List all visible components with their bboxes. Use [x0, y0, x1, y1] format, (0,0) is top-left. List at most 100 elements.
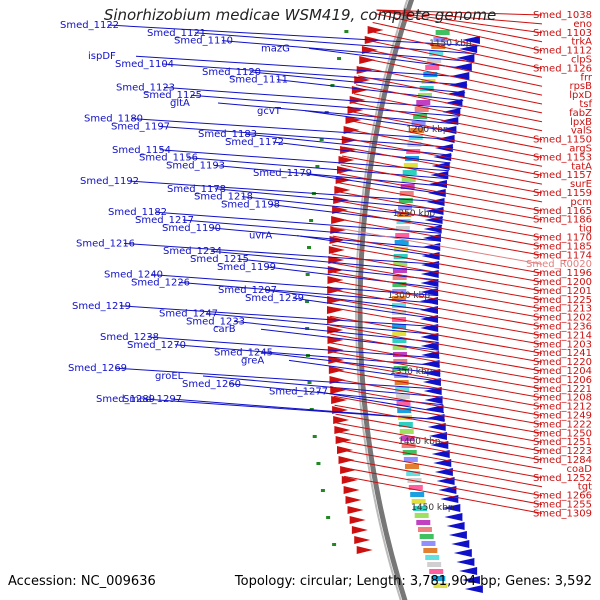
right-gene-label[interactable]: Smed_1202: [533, 313, 592, 324]
left-gene-label[interactable]: Smed_1123: [116, 82, 175, 93]
left-gene-label[interactable]: Smed_1239: [245, 293, 304, 304]
left-gene-label[interactable]: uvrA: [249, 231, 272, 242]
right-gene-label[interactable]: Smed_1201: [533, 286, 592, 297]
right-gene-label[interactable]: lpxB: [570, 117, 592, 128]
left-gene-label[interactable]: Smed_1247: [159, 309, 218, 320]
left-gene-label[interactable]: Smed_1240: [104, 270, 163, 281]
right-gene-label[interactable]: Smed_1185: [533, 241, 592, 252]
left-gene-label[interactable]: Smed_1217: [135, 215, 194, 226]
right-gene-label[interactable]: lpxD: [569, 90, 592, 101]
right-gene-label[interactable]: trkA: [571, 37, 592, 48]
left-gene-label[interactable]: Smed_1190: [162, 223, 221, 234]
right-gene-label[interactable]: Smed_1208: [533, 393, 592, 404]
right-gene-label[interactable]: Smed_1170: [533, 233, 592, 244]
right-gene-label[interactable]: Smed_1206: [533, 375, 592, 386]
right-gene-label[interactable]: tgt: [578, 482, 592, 493]
right-gene-label[interactable]: Smed_1204: [533, 366, 592, 377]
left-gene-label[interactable]: Smed_1297: [123, 394, 182, 405]
right-gene-label[interactable]: pcm: [570, 197, 592, 208]
right-gene-label[interactable]: Smed_1214: [533, 330, 592, 341]
right-gene-label[interactable]: Smed_1150: [533, 135, 592, 146]
left-gene-label[interactable]: Smed_1125: [143, 90, 202, 101]
right-gene-label[interactable]: clpS: [571, 55, 592, 66]
right-gene-label[interactable]: eno: [573, 19, 592, 30]
right-gene-label[interactable]: frr: [580, 72, 592, 83]
right-gene-label[interactable]: Smed_1222: [533, 419, 592, 430]
left-gene-label[interactable]: gltA: [170, 98, 190, 109]
left-gene-label[interactable]: Smed_1260: [182, 379, 241, 390]
left-gene-label[interactable]: Smed_1156: [139, 153, 198, 164]
right-gene-label[interactable]: Smed_1196: [533, 268, 592, 279]
right-gene-label[interactable]: Smed_1284: [533, 455, 592, 466]
left-gene-label[interactable]: Smed_1234: [163, 246, 222, 257]
left-gene-label[interactable]: groEL: [155, 371, 184, 382]
right-gene-label[interactable]: rpsB: [569, 81, 592, 92]
right-gene-label[interactable]: Smed_1221: [533, 384, 592, 395]
right-gene-label[interactable]: Smed_1220: [533, 357, 592, 368]
left-gene-label[interactable]: Smed_1218: [194, 192, 253, 203]
right-gene-label[interactable]: Smed_1200: [533, 277, 592, 288]
right-gene-label[interactable]: Smed_1159: [533, 188, 592, 199]
right-gene-label[interactable]: Smed_1153: [533, 152, 592, 163]
left-gene-label[interactable]: Smed_1198: [221, 199, 280, 210]
right-gene-label[interactable]: fabZ: [569, 108, 592, 119]
left-gene-label[interactable]: Smed_1233: [186, 316, 245, 327]
right-gene-label[interactable]: Smed_1212: [533, 402, 592, 413]
right-gene-label[interactable]: Smed_1157: [533, 170, 592, 181]
left-gene-label[interactable]: Smed_1182: [108, 207, 167, 218]
left-gene-label[interactable]: Smed_1193: [166, 160, 225, 171]
right-gene-label[interactable]: argS: [569, 144, 592, 155]
left-gene-label[interactable]: ispDF: [88, 51, 116, 62]
right-gene-label[interactable]: coaD: [567, 464, 593, 475]
right-gene-label[interactable]: Smed_1255: [533, 500, 592, 511]
left-gene-label[interactable]: Smed_1197: [111, 121, 170, 132]
right-gene-label[interactable]: Smed_1112: [533, 46, 592, 57]
left-gene-label[interactable]: greA: [241, 355, 264, 366]
right-gene-label[interactable]: surE: [570, 179, 592, 190]
left-gene-label[interactable]: carB: [213, 324, 236, 335]
left-gene-label[interactable]: Smed_1289: [96, 394, 155, 405]
left-gene-label[interactable]: Smed_1219: [72, 301, 131, 312]
left-gene-label[interactable]: Smed_1121: [147, 28, 206, 39]
left-gene-label[interactable]: Smed_1122: [60, 20, 119, 31]
right-gene-label[interactable]: Smed_1251: [533, 437, 592, 448]
right-gene-label[interactable]: Smed_1236: [533, 322, 592, 333]
left-gene-label[interactable]: Smed_1104: [115, 59, 174, 70]
left-gene-label[interactable]: Smed_1120: [202, 67, 261, 78]
right-gene-label[interactable]: Smed_1266: [533, 491, 592, 502]
left-gene-label[interactable]: Smed_1111: [229, 75, 288, 86]
left-gene-label[interactable]: gcvT: [257, 106, 282, 117]
right-gene-label[interactable]: Smed_1103: [533, 28, 592, 39]
left-gene-label[interactable]: Smed_1238: [100, 332, 159, 343]
right-gene-label[interactable]: tsf: [579, 99, 592, 110]
left-gene-label[interactable]: Smed_1277: [269, 387, 328, 398]
right-gene-label[interactable]: Smed_1241: [533, 348, 592, 359]
right-gene-label[interactable]: Smed_R0020: [526, 259, 592, 270]
left-gene-label[interactable]: Smed_1207: [218, 285, 277, 296]
left-gene-label[interactable]: Smed_1180: [84, 114, 143, 125]
left-gene-label[interactable]: mazG: [261, 43, 290, 54]
left-gene-label[interactable]: Smed_1215: [190, 254, 249, 265]
right-gene-label[interactable]: Smed_1309: [533, 508, 592, 519]
right-gene-label[interactable]: Smed_1126: [533, 63, 592, 74]
left-gene-label[interactable]: Smed_1110: [174, 36, 233, 47]
left-gene-label[interactable]: Smed_1154: [112, 145, 171, 156]
left-gene-label[interactable]: Smed_1269: [68, 363, 127, 374]
left-gene-label[interactable]: Smed_1179: [253, 168, 312, 179]
right-gene-label[interactable]: Smed_1186: [533, 215, 592, 226]
right-gene-label[interactable]: Smed_1213: [533, 304, 592, 315]
left-gene-label[interactable]: Smed_1192: [80, 176, 139, 187]
left-gene-label[interactable]: Smed_1183: [198, 129, 257, 140]
right-gene-label[interactable]: Smed_1249: [533, 411, 592, 422]
right-gene-label[interactable]: Smed_1225: [533, 295, 592, 306]
right-gene-label[interactable]: tatA: [571, 161, 592, 172]
right-gene-label[interactable]: Smed_1223: [533, 446, 592, 457]
right-gene-label[interactable]: tig: [579, 224, 592, 235]
left-gene-label[interactable]: Smed_1270: [127, 340, 186, 351]
right-gene-label[interactable]: Smed_1038: [533, 10, 592, 21]
left-gene-label[interactable]: Smed_1226: [131, 277, 190, 288]
left-gene-label[interactable]: Smed_1199: [217, 262, 276, 273]
right-gene-label[interactable]: Smed_1252: [533, 473, 592, 484]
left-gene-label[interactable]: Smed_1172: [225, 137, 284, 148]
left-gene-label[interactable]: Smed_1216: [76, 238, 135, 249]
